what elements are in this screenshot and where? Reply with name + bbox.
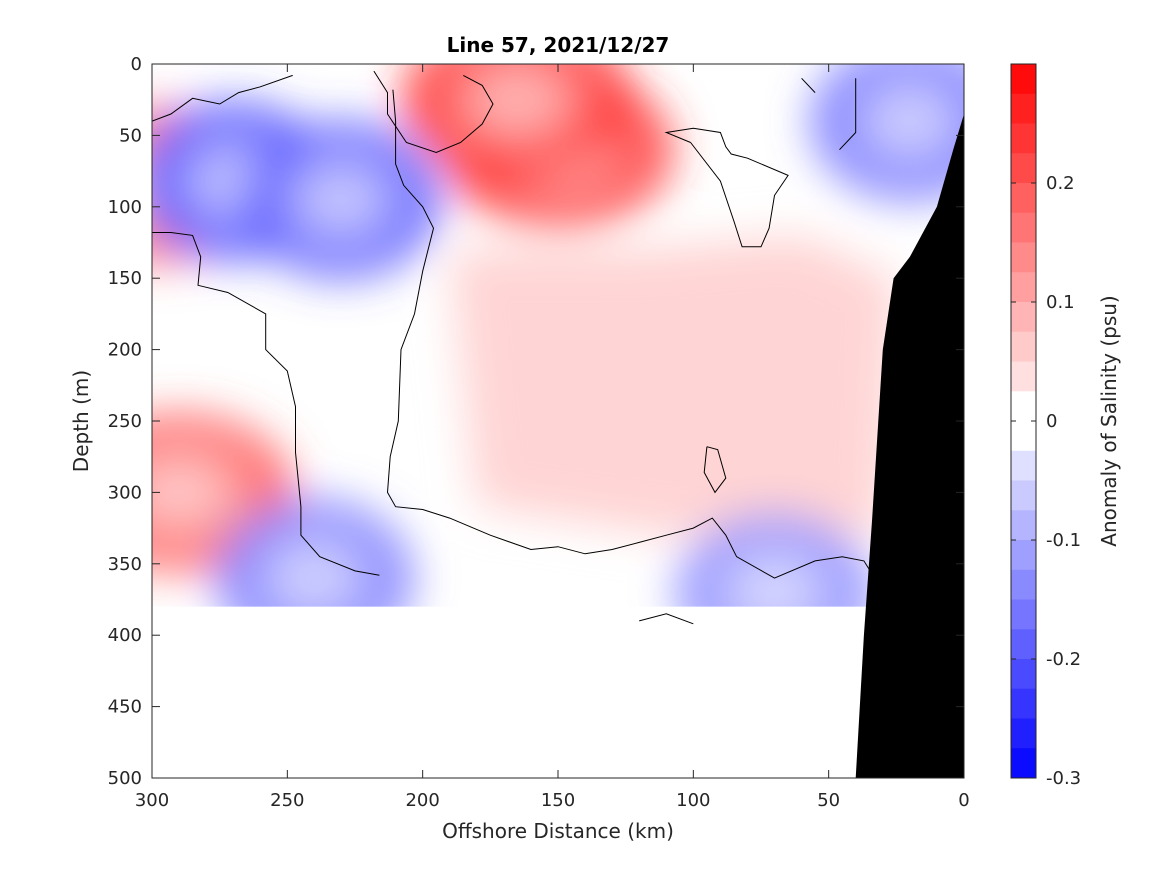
- anomaly-field: [152, 64, 964, 778]
- colorbar-tick-label-2: 0: [1046, 411, 1057, 432]
- colorbar-segment-21: [1011, 688, 1036, 719]
- colorbar: 0.2 0.1 0 -0.1 -0.2 -0.3: [1010, 63, 1081, 789]
- colorbar-segment-22: [1011, 718, 1036, 749]
- colorbar-segment-17: [1011, 569, 1036, 600]
- x-tick-label-200: 200: [405, 790, 439, 811]
- colorbar-segment-6: [1011, 242, 1036, 273]
- y-tick-label-350: 350: [108, 554, 142, 575]
- colorbar-tick-label-5: -0.3: [1046, 768, 1081, 789]
- field-blobs: [152, 64, 964, 670]
- colorbar-segment-12: [1011, 421, 1036, 452]
- zero-contour-0: [152, 232, 380, 576]
- chart-title: Line 57, 2021/12/27: [447, 33, 670, 57]
- zero-contours: [152, 70, 876, 625]
- x-tick-label-150: 150: [541, 790, 575, 811]
- x-axis-label: Offshore Distance (km): [442, 819, 674, 843]
- y-tick-label-400: 400: [108, 625, 142, 646]
- colorbar-segment-4: [1011, 183, 1036, 214]
- zero-contour-6: [703, 446, 727, 494]
- colorbar-segment-1: [1011, 93, 1036, 124]
- y-tick-label-450: 450: [108, 697, 142, 718]
- y-tick-label-150: 150: [108, 268, 142, 289]
- colorbar-segment-19: [1011, 629, 1036, 660]
- y-tick-label-500: 500: [108, 768, 142, 789]
- zero-contour-8: [639, 613, 694, 625]
- colorbar-segment-20: [1011, 659, 1036, 690]
- anomaly-blob-6-2: [272, 544, 357, 612]
- zero-contour-4: [664, 127, 789, 248]
- bathymetry-mask: [855, 114, 964, 778]
- anomaly-blob-7-2: [867, 87, 952, 155]
- colorbar-segment-10: [1011, 361, 1036, 392]
- y-axis: 0 50 100 150 200 250 300 350 400 450 500: [108, 54, 964, 789]
- y-tick-label-200: 200: [108, 340, 142, 361]
- colorbar-tick-label-3: -0.1: [1046, 530, 1081, 551]
- colorbar-segment-16: [1011, 540, 1036, 571]
- y-tick-label-100: 100: [108, 197, 142, 218]
- y-axis-label: Depth (m): [69, 370, 93, 472]
- y-tick-label-300: 300: [108, 482, 142, 503]
- colorbar-segment-5: [1011, 212, 1036, 243]
- no-data-region: [152, 606, 964, 778]
- colorbar-tick-label-4: -0.2: [1046, 649, 1081, 670]
- colorbar-segment-2: [1011, 123, 1036, 154]
- colorbar-segment-0: [1011, 64, 1036, 95]
- colorbar-segment-23: [1011, 748, 1036, 779]
- zero-contour-5: [839, 78, 857, 151]
- colorbar-segment-11: [1011, 391, 1036, 422]
- colorbar-segment-13: [1011, 450, 1036, 481]
- x-tick-label-50: 50: [817, 790, 840, 811]
- x-axis: 300 250 200 150 100 50 0: [135, 64, 970, 811]
- y-tick-label-250: 250: [108, 411, 142, 432]
- colorbar-segment-3: [1011, 153, 1036, 184]
- colorbar-segment-7: [1011, 272, 1036, 303]
- x-tick-label-250: 250: [270, 790, 304, 811]
- y-tick-label-0: 0: [131, 54, 142, 75]
- anomaly-blob-1-2: [468, 66, 567, 134]
- colorbar-segment-18: [1011, 599, 1036, 630]
- anomaly-blob-5-2: [299, 166, 384, 234]
- colorbar-segment-9: [1011, 331, 1036, 362]
- x-tick-label-300: 300: [135, 790, 169, 811]
- y-tick-label-50: 50: [119, 125, 142, 146]
- colorbar-label: Anomaly of Salinity (psu): [1097, 295, 1121, 546]
- anomaly-blob-2-2: [152, 458, 229, 526]
- faint-positive-zone: [449, 235, 897, 536]
- colorbar-segment-14: [1011, 480, 1036, 511]
- zero-contour-3: [386, 89, 876, 579]
- colorbar-segment-15: [1011, 510, 1036, 541]
- colorbar-tick-label-1: 0.1: [1046, 292, 1075, 313]
- colorbar-tick-label-0: 0.2: [1046, 173, 1075, 194]
- zero-contour-1: [152, 74, 293, 122]
- zero-contour-7: [801, 77, 816, 93]
- x-tick-label-0: 0: [958, 790, 969, 811]
- x-tick-label-100: 100: [676, 790, 710, 811]
- colorbar-segment-8: [1011, 302, 1036, 333]
- zero-contour-2: [373, 70, 494, 154]
